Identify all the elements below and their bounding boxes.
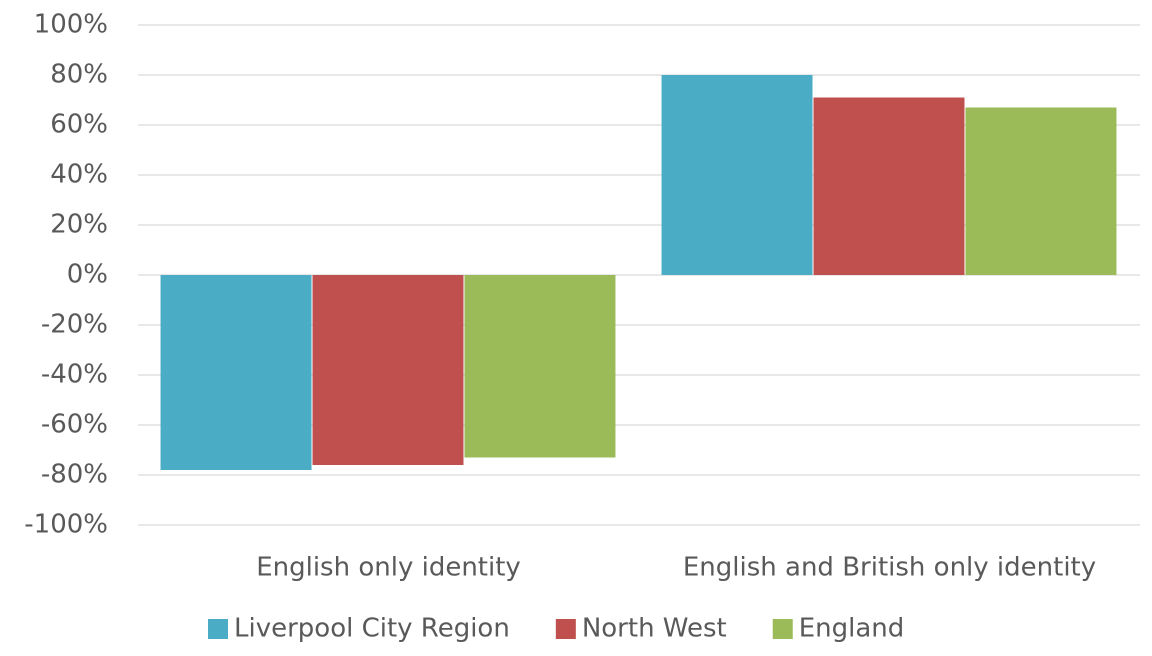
y-tick-label: -20% bbox=[41, 310, 108, 340]
bar bbox=[464, 275, 616, 458]
bar bbox=[965, 107, 1117, 275]
y-tick-label: 100% bbox=[34, 10, 108, 40]
legend-label: Liverpool City Region bbox=[234, 614, 510, 644]
bar bbox=[160, 275, 312, 470]
y-tick-label: -100% bbox=[24, 510, 108, 540]
bar bbox=[312, 275, 464, 465]
legend-label: England bbox=[799, 614, 905, 644]
y-tick-label: -40% bbox=[41, 360, 108, 390]
y-tick-label: 20% bbox=[50, 210, 108, 240]
legend-swatch bbox=[772, 619, 793, 639]
y-tick-label: 60% bbox=[50, 110, 108, 140]
y-tick-label: 40% bbox=[50, 160, 108, 190]
y-tick-label: -80% bbox=[41, 460, 108, 490]
legend-swatch bbox=[208, 619, 228, 639]
x-tick-label: English only identity bbox=[256, 553, 521, 583]
x-tick-label: English and British only identity bbox=[683, 553, 1096, 583]
y-tick-label: 80% bbox=[50, 60, 108, 90]
legend-swatch bbox=[555, 619, 576, 639]
y-tick-label: 0% bbox=[67, 260, 108, 290]
y-tick-label: -60% bbox=[41, 410, 108, 440]
legend-label: North West bbox=[582, 614, 727, 644]
bar bbox=[813, 97, 965, 275]
bar bbox=[661, 75, 813, 275]
